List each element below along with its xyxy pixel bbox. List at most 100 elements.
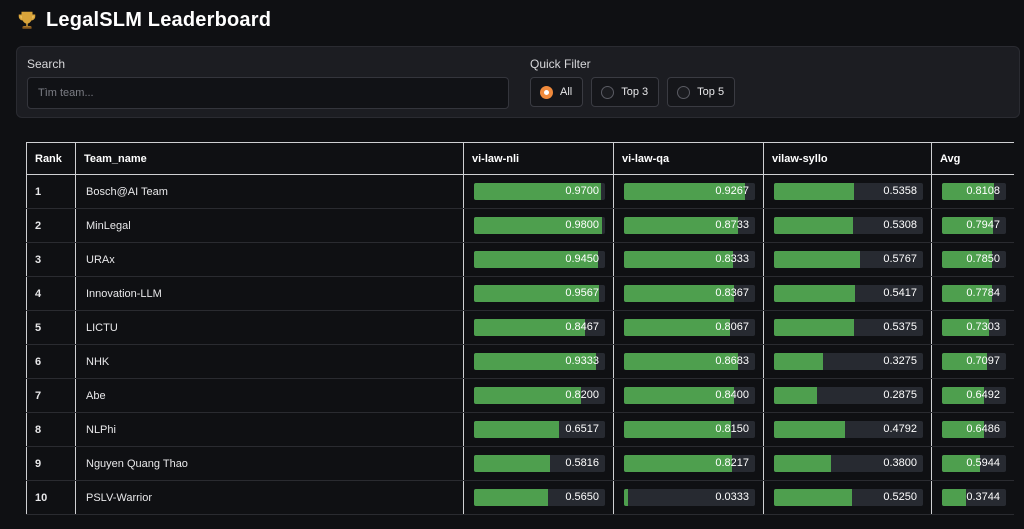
score-value: 0.8217 xyxy=(715,457,749,469)
syllo-score-cell: 0.5767 xyxy=(763,242,932,277)
bar-fill xyxy=(624,387,735,404)
score-value: 0.2875 xyxy=(883,389,917,401)
bar-fill xyxy=(774,217,854,234)
column-header-vi-law-nli[interactable]: vi-law-nli xyxy=(463,142,614,175)
syllo-bar: 0.3275 xyxy=(774,353,923,370)
avg-bar: 0.6486 xyxy=(942,421,1006,438)
bar-fill xyxy=(624,455,732,472)
bar-fill xyxy=(774,353,823,370)
syllo-bar: 0.3800 xyxy=(774,455,923,472)
score-value: 0.5250 xyxy=(883,491,917,503)
column-header-rank[interactable]: Rank xyxy=(26,142,76,175)
nli-bar: 0.9567 xyxy=(474,285,605,302)
radio-icon xyxy=(601,85,615,99)
rank-cell: 8 xyxy=(26,412,76,447)
score-value: 0.5417 xyxy=(883,287,917,299)
quick-filter-top3[interactable]: Top 3 xyxy=(591,77,660,107)
table-row[interactable]: 3 URAx 0.9450 0.8333 0.5767 0.7850 xyxy=(26,242,1014,277)
table-row[interactable]: 6 NHK 0.9333 0.8683 0.3275 0.7097 xyxy=(26,344,1014,379)
quick-filter-label: Quick Filter xyxy=(530,57,591,71)
score-value: 0.9450 xyxy=(565,253,599,265)
nli-score-cell: 0.9333 xyxy=(463,344,614,379)
table-header-row: Rank Team_name vi-law-nli vi-law-qa vila… xyxy=(26,142,1014,175)
page-header: LegalSLM Leaderboard xyxy=(16,6,271,34)
syllo-score-cell: 0.2875 xyxy=(763,378,932,413)
qa-bar: 0.8150 xyxy=(624,421,755,438)
avg-bar: 0.5944 xyxy=(942,455,1006,472)
score-value: 0.8683 xyxy=(715,355,749,367)
bar-fill xyxy=(942,251,993,268)
bar-fill xyxy=(942,455,981,472)
avg-bar: 0.3744 xyxy=(942,489,1006,506)
qa-score-cell: 0.8733 xyxy=(613,208,764,243)
radio-icon xyxy=(677,85,691,99)
score-value: 0.5308 xyxy=(883,219,917,231)
table-row[interactable]: 10 PSLV-Warrior 0.5650 0.0333 0.5250 0.3744 xyxy=(26,480,1014,515)
bar-fill xyxy=(624,183,746,200)
bar-fill xyxy=(474,387,582,404)
avg-score-cell: 0.6492 xyxy=(931,378,1014,413)
nli-score-cell: 0.9567 xyxy=(463,276,614,311)
score-value: 0.6486 xyxy=(966,423,1000,435)
nli-bar: 0.5816 xyxy=(474,455,605,472)
bar-fill xyxy=(474,251,598,268)
search-input[interactable] xyxy=(27,77,509,109)
avg-bar: 0.7097 xyxy=(942,353,1006,370)
quick-filter-all[interactable]: All xyxy=(530,77,584,107)
table-row[interactable]: 7 Abe 0.8200 0.8400 0.2875 0.6492 xyxy=(26,378,1014,413)
column-header-avg[interactable]: Avg xyxy=(931,142,1014,175)
qa-bar: 0.8217 xyxy=(624,455,755,472)
table-row[interactable]: 9 Nguyen Quang Thao 0.5816 0.8217 0.3800 0.59… xyxy=(26,446,1014,481)
qa-bar: 0.8367 xyxy=(624,285,755,302)
nli-score-cell: 0.9800 xyxy=(463,208,614,243)
qa-bar: 0.8400 xyxy=(624,387,755,404)
page-title: LegalSLM Leaderboard xyxy=(46,8,272,31)
qa-score-cell: 0.8067 xyxy=(613,310,764,345)
quick-filter-top5[interactable]: Top 5 xyxy=(667,77,736,107)
avg-bar: 0.6492 xyxy=(942,387,1006,404)
column-header-vilaw-syllo[interactable]: vilaw-syllo xyxy=(763,142,932,175)
nli-bar: 0.9800 xyxy=(474,217,605,234)
score-value: 0.5816 xyxy=(565,457,599,469)
bar-fill xyxy=(624,285,734,302)
avg-score-cell: 0.8108 xyxy=(931,174,1014,209)
score-value: 0.8333 xyxy=(715,253,749,265)
team-name-cell: NLPhi xyxy=(75,412,464,447)
qa-score-cell: 0.8683 xyxy=(613,344,764,379)
bar-fill xyxy=(474,217,603,234)
bar-fill xyxy=(774,489,853,506)
qa-score-cell: 0.0333 xyxy=(613,480,764,515)
bar-fill xyxy=(774,319,855,336)
rank-cell: 10 xyxy=(26,480,76,515)
column-header-vi-law-qa[interactable]: vi-law-qa xyxy=(613,142,764,175)
bar-fill xyxy=(942,489,966,506)
syllo-score-cell: 0.3800 xyxy=(763,446,932,481)
avg-score-cell: 0.6486 xyxy=(931,412,1014,447)
bar-fill xyxy=(474,353,597,370)
nli-bar: 0.9333 xyxy=(474,353,605,370)
leaderboard-table: Rank Team_name vi-law-nli vi-law-qa vila… xyxy=(26,142,1014,515)
syllo-score-cell: 0.5375 xyxy=(763,310,932,345)
bar-fill xyxy=(624,251,734,268)
bar-fill xyxy=(774,183,854,200)
syllo-score-cell: 0.5417 xyxy=(763,276,932,311)
avg-score-cell: 0.7947 xyxy=(931,208,1014,243)
table-row[interactable]: 2 MinLegal 0.9800 0.8733 0.5308 0.7947 xyxy=(26,208,1014,243)
rank-cell: 9 xyxy=(26,446,76,481)
column-header-team-name[interactable]: Team_name xyxy=(75,142,464,175)
bar-fill xyxy=(942,387,984,404)
score-value: 0.9267 xyxy=(715,185,749,197)
table-row[interactable]: 1 Bosch@AI Team 0.9700 0.9267 0.5358 0.8108 xyxy=(26,174,1014,209)
rank-cell: 6 xyxy=(26,344,76,379)
table-row[interactable]: 4 Innovation-LLM 0.9567 0.8367 0.5417 0.7784 xyxy=(26,276,1014,311)
bar-fill xyxy=(624,421,731,438)
score-value: 0.8108 xyxy=(966,185,1000,197)
score-value: 0.5650 xyxy=(565,491,599,503)
table-row[interactable]: 5 LICTU 0.8467 0.8067 0.5375 0.7303 xyxy=(26,310,1014,345)
syllo-bar: 0.5250 xyxy=(774,489,923,506)
quick-filter-label-top3: Top 3 xyxy=(621,86,649,98)
table-row[interactable]: 8 NLPhi 0.6517 0.8150 0.4792 0.6486 xyxy=(26,412,1014,447)
score-value: 0.5358 xyxy=(883,185,917,197)
avg-bar: 0.7784 xyxy=(942,285,1006,302)
score-value: 0.8367 xyxy=(715,287,749,299)
